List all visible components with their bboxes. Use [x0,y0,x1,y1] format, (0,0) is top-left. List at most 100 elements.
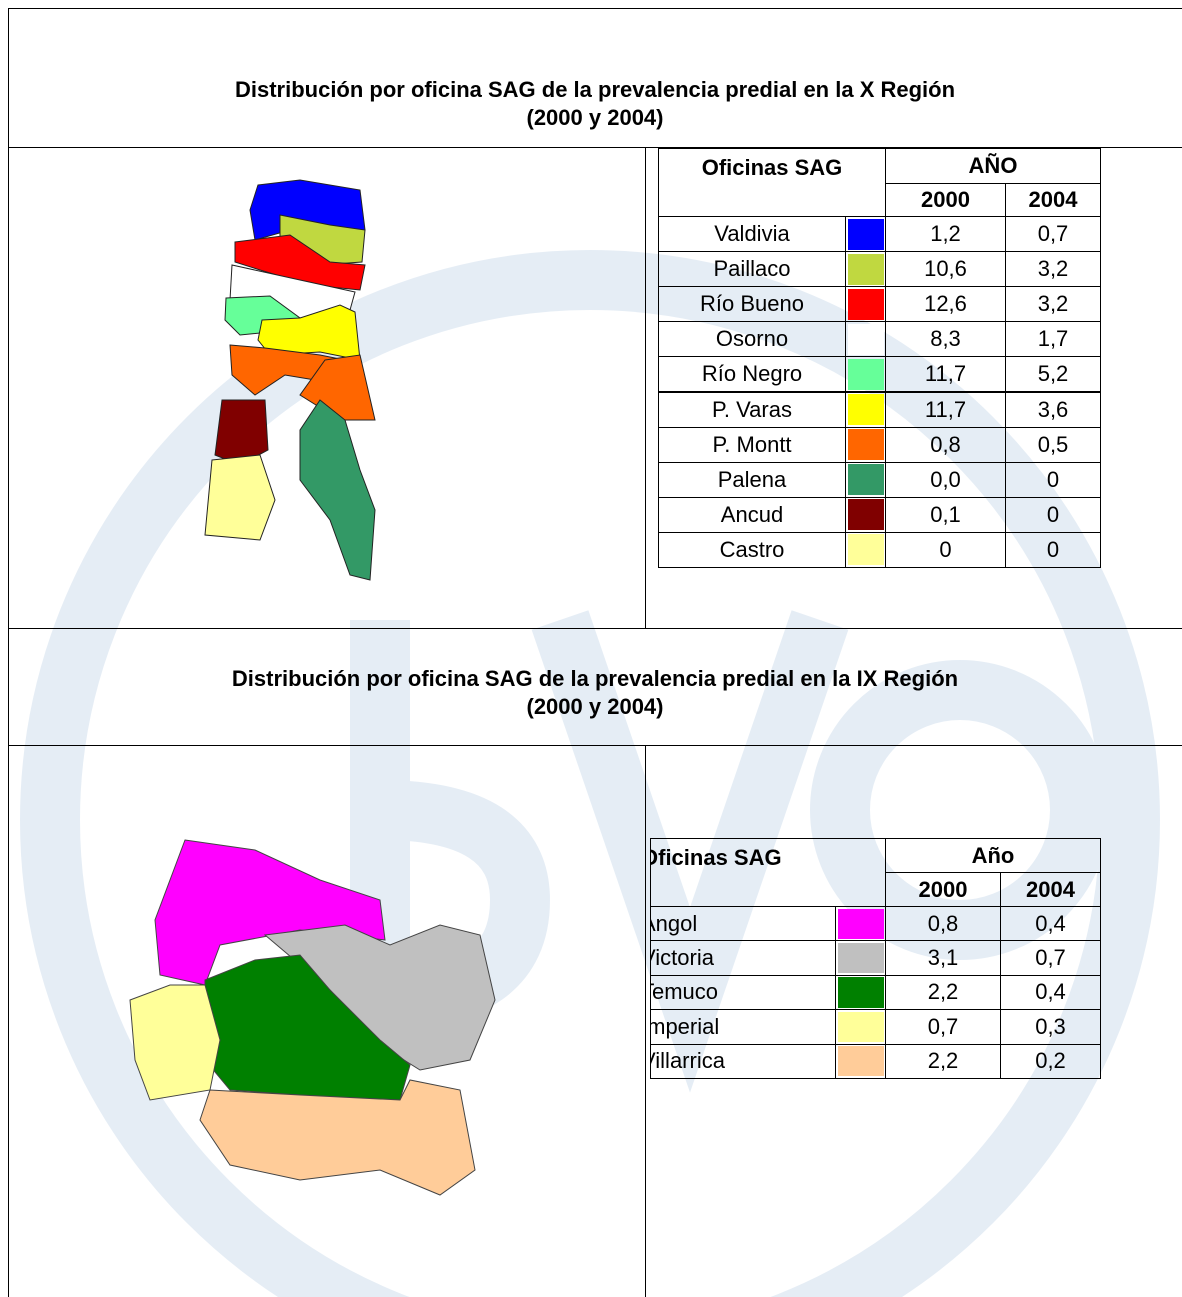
color-cell [845,391,886,428]
value-cell: 0,7 [1005,216,1101,253]
color-swatch [847,499,884,531]
frame-line [8,745,1182,746]
office-name: Paillaco [658,251,846,288]
value-cell: 3,1 [885,940,1001,976]
value-cell: 0 [1005,461,1101,498]
value-cell: 0,8 [885,906,1001,942]
value-cell: 2,2 [885,1043,1001,1079]
value-cell: 0,8 [885,426,1006,463]
year-label: 2000 [885,183,1006,217]
color-cell [835,940,886,976]
map-area [234,234,366,291]
value-cell: 1,7 [1005,321,1101,358]
office-name: Río Bueno [658,286,846,323]
office-name: Imperial [650,1009,836,1045]
value-cell: 0,5 [1005,426,1101,463]
color-swatch [847,288,884,320]
frame-line [8,8,1182,9]
value-cell: 0,2 [1000,1043,1101,1079]
color-cell [845,286,886,323]
office-name: Temuco [650,974,836,1011]
color-cell [835,1009,886,1045]
color-swatch [847,323,884,355]
color-cell [835,974,886,1011]
color-swatch [837,908,884,939]
color-cell [845,531,886,568]
color-swatch [837,1011,884,1043]
value-cell: 0 [1005,496,1101,533]
color-swatch [847,464,884,496]
office-name: Victoria [650,940,836,976]
value-cell: 3,6 [1005,391,1101,428]
value-cell: 12,6 [885,286,1006,323]
map-area [204,454,276,541]
office-name: Castro [658,531,846,568]
value-cell: 8,3 [885,321,1006,358]
color-swatch [847,358,884,390]
color-swatch [847,394,884,426]
section-title: Distribución por oficina SAG de la preva… [234,77,956,102]
value-cell: 3,2 [1005,251,1101,288]
year-label: 2000 [885,872,1001,907]
map-x-region [204,179,376,581]
color-swatch [837,942,884,974]
frame-line [8,628,1182,629]
map-area [204,954,411,1101]
frame-line [645,147,646,628]
value-cell: 0 [1005,531,1101,568]
color-cell [845,496,886,533]
office-name: Osorno [658,321,846,358]
value-cell: 1,2 [885,216,1006,253]
color-swatch [837,1046,884,1077]
value-cell: 0,4 [1000,906,1101,942]
map-area [299,399,376,581]
value-cell: 11,7 [885,391,1006,428]
value-cell: 0,4 [1000,974,1101,1011]
color-cell [845,461,886,498]
value-cell: 0,7 [885,1009,1001,1045]
map-ix-region [129,839,496,1196]
frame-line [645,745,646,1297]
color-cell [835,1043,886,1079]
section-title: Distribución por oficina SAG de la preva… [231,666,959,691]
color-swatch [837,977,884,1008]
section-title: (2000 y 2004) [526,105,664,130]
value-cell: 0 [885,531,1006,568]
color-swatch [847,429,884,461]
table-header: Oficinas SAG [650,838,886,907]
color-swatch [847,218,884,250]
office-name: P. Montt [658,426,846,463]
office-name: Río Negro [658,356,846,393]
color-cell [835,906,886,942]
color-cell [845,251,886,288]
office-name: P. Varas [658,391,846,428]
value-cell: 10,6 [885,251,1006,288]
color-cell [845,216,886,253]
value-cell: 5,2 [1005,356,1101,393]
section-title: (2000 y 2004) [526,694,664,719]
color-swatch [847,253,884,285]
color-cell [845,426,886,463]
map-area [129,984,221,1101]
year-header: Año [885,838,1101,873]
office-name: Ancud [658,496,846,533]
color-cell [845,321,886,358]
value-cell: 0,1 [885,496,1006,533]
value-cell: 0,7 [1000,940,1101,976]
office-name: Angol [650,906,836,942]
color-swatch [847,534,884,566]
year-header: AÑO [885,148,1101,184]
color-cell [845,356,886,393]
frame-line [8,147,1182,148]
value-cell: 11,7 [885,356,1006,393]
value-cell: 0,0 [885,461,1006,498]
map-area [199,1079,476,1196]
table-header: Oficinas SAG [658,148,886,217]
frame-line [8,8,9,1297]
value-cell: 3,2 [1005,286,1101,323]
office-name: Villarrica [650,1043,836,1079]
year-label: 2004 [1005,183,1101,217]
year-label: 2004 [1000,872,1101,907]
